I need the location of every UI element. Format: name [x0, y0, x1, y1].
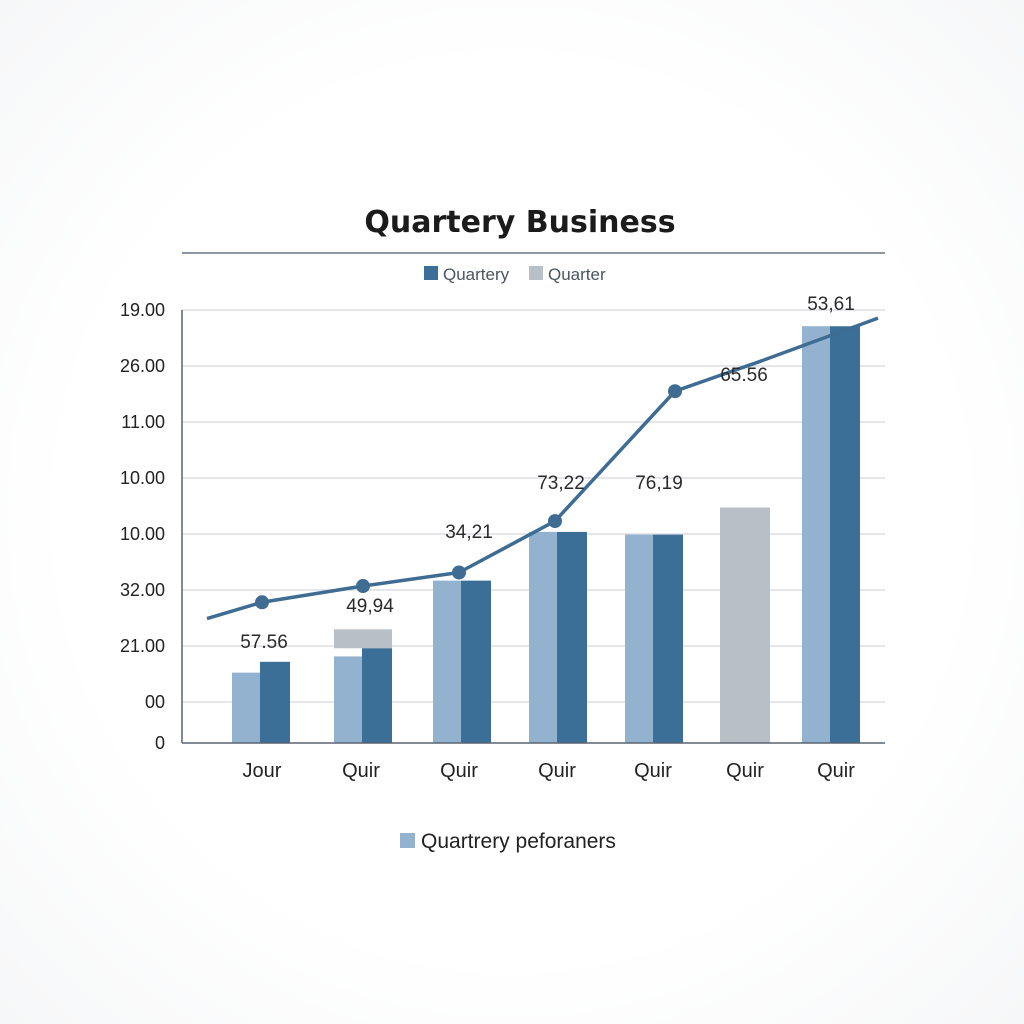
legend-label-quartery: Quartery — [443, 265, 510, 284]
data-label: 73,22 — [537, 473, 585, 494]
trend-point — [255, 595, 269, 610]
trend-point — [668, 384, 682, 399]
bar — [557, 531, 587, 743]
data-label: 49,94 — [346, 596, 394, 617]
bar — [362, 648, 392, 743]
y-tick-label: 0 — [155, 733, 165, 753]
x-tick-label: Quir — [634, 760, 672, 782]
data-label: 57.56 — [240, 632, 288, 653]
bottom-legend-swatch — [400, 833, 415, 848]
x-tick-label: Quir — [538, 760, 576, 782]
bar — [529, 531, 557, 743]
y-tick-label: 26.00 — [120, 356, 165, 376]
x-tick-label: Quir — [817, 760, 855, 782]
bar — [625, 534, 653, 743]
bar-segment — [334, 629, 392, 649]
top-legend: Quartery Quarter — [424, 265, 606, 284]
x-tick-label: Quir — [726, 760, 764, 782]
trend-point — [356, 579, 370, 594]
y-tick-label: 21.00 — [120, 636, 165, 656]
bottom-legend: Quartrery peforaners — [400, 830, 616, 853]
y-tick-label: 32.00 — [120, 580, 165, 600]
trend-line — [206, 316, 879, 621]
chart-title: Quartery Business — [364, 205, 675, 240]
data-label: 76,19 — [635, 473, 683, 494]
legend-swatch-quartery — [424, 266, 438, 280]
x-axis-ticks: Jour Quir Quir Quir Quir Quir Quir — [243, 760, 856, 782]
bar — [830, 326, 860, 743]
trend-point — [452, 565, 466, 580]
bar — [334, 656, 362, 743]
y-tick-label: 11.00 — [121, 412, 165, 432]
bar — [433, 580, 461, 743]
legend-label-quarter: Quarter — [548, 265, 606, 284]
x-tick-label: Jour — [243, 760, 282, 782]
bar — [232, 672, 260, 743]
bar — [260, 661, 290, 743]
legend-swatch-quarter — [529, 266, 543, 280]
y-tick-label: 10.00 — [120, 468, 165, 488]
y-tick-label: 19.00 — [120, 300, 165, 320]
data-labels: 57.56 49,94 34,21 73,22 76,19 65.56 53,61 — [240, 294, 855, 653]
x-tick-label: Quir — [342, 760, 380, 782]
bar — [802, 326, 830, 743]
bottom-legend-label: Quartrery peforaners — [421, 830, 616, 853]
trend-point — [548, 514, 562, 529]
trend-line-path — [206, 316, 879, 621]
data-label: 65.56 — [720, 365, 768, 386]
y-tick-label: 00 — [145, 692, 165, 712]
bars — [232, 326, 860, 743]
bar — [653, 534, 683, 743]
bar — [720, 507, 770, 743]
x-tick-label: Quir — [440, 760, 478, 782]
y-tick-label: 10.00 — [120, 524, 165, 544]
data-label: 34,21 — [445, 522, 493, 543]
bar — [461, 580, 491, 743]
data-label: 53,61 — [807, 294, 855, 315]
